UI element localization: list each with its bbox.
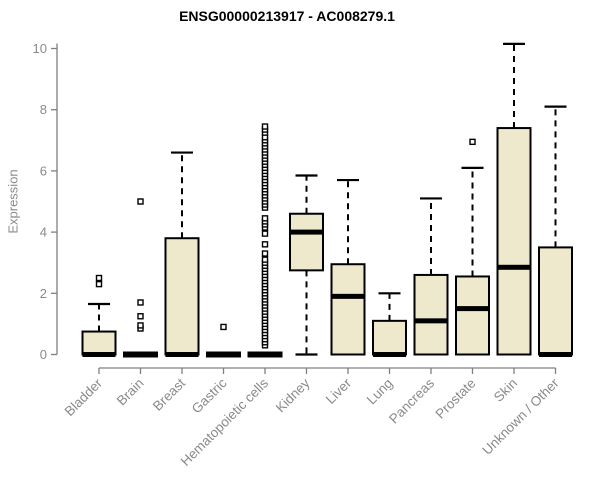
box-liver xyxy=(330,178,366,356)
outlier-point xyxy=(261,256,269,263)
box-rect xyxy=(372,319,407,356)
x-tick-label: Breast xyxy=(150,375,188,413)
median-line xyxy=(373,352,406,357)
median-line xyxy=(539,352,572,357)
flat-box-line xyxy=(247,351,283,358)
box-unknown-other xyxy=(538,105,573,357)
outlier-point xyxy=(220,323,227,331)
x-tick-label: Liver xyxy=(323,375,355,407)
median-line xyxy=(414,318,448,324)
box-lung xyxy=(372,292,407,357)
outlier-point xyxy=(137,198,144,205)
box-rect xyxy=(413,273,449,356)
box-rect xyxy=(164,237,200,356)
box-kidney xyxy=(289,174,324,356)
box-breast xyxy=(164,151,200,357)
x-tick-label: Kidney xyxy=(273,375,313,415)
x-tick-label: Prostate xyxy=(432,376,478,422)
box-rect xyxy=(538,246,573,356)
chart-title: ENSG00000213917 - AC008279.1 xyxy=(179,8,395,24)
box-rect xyxy=(496,127,532,356)
outlier-point xyxy=(261,230,269,237)
outlier-point xyxy=(261,241,269,248)
box-rect xyxy=(330,263,366,356)
flat-box-line xyxy=(206,351,241,358)
box-hematopoietic-cells xyxy=(247,123,283,358)
y-tick-label: 0 xyxy=(40,347,47,362)
y-tick-label: 2 xyxy=(40,286,47,301)
box-prostate xyxy=(455,138,490,356)
outlier-point xyxy=(137,313,144,320)
outlier-point xyxy=(261,250,269,257)
box-rect xyxy=(455,275,490,356)
x-tick-label: Pancreas xyxy=(386,375,437,426)
box-pancreas xyxy=(413,197,449,356)
median-line xyxy=(497,264,531,270)
box-rect xyxy=(81,330,117,356)
outlier-point xyxy=(469,138,476,146)
median-line xyxy=(456,306,489,312)
box-brain xyxy=(123,198,158,358)
outlier-point xyxy=(137,322,144,329)
outlier-point xyxy=(95,280,103,288)
median-line xyxy=(331,293,365,299)
outlier-point xyxy=(261,123,269,130)
median-line xyxy=(82,352,116,357)
y-tick-label: 6 xyxy=(40,163,47,178)
outlier-point xyxy=(137,299,144,306)
box-gastric xyxy=(206,323,241,358)
y-tick-label: 4 xyxy=(40,225,47,240)
median-line xyxy=(165,352,199,357)
x-tick-label: Bladder xyxy=(62,375,106,419)
box-bladder xyxy=(81,274,117,357)
outlier-point xyxy=(261,215,269,222)
x-tick-label: Brain xyxy=(114,376,147,409)
x-tick-label: Lung xyxy=(364,376,396,408)
x-tick-label: Skin xyxy=(491,376,520,405)
y-tick-label: 10 xyxy=(33,41,47,56)
box-rect xyxy=(289,212,324,272)
median-line xyxy=(290,229,323,235)
box-skin xyxy=(496,42,532,356)
x-tick-label: Gastric xyxy=(189,375,230,416)
x-tick-label: Unknown / Other xyxy=(479,375,562,458)
outlier-point xyxy=(95,274,103,282)
flat-box-line xyxy=(123,351,158,358)
y-tick-label: 8 xyxy=(40,102,47,117)
